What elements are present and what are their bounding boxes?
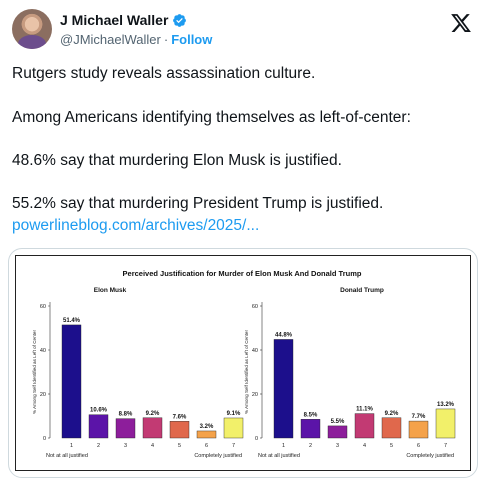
data-label: 9.2%: [146, 411, 160, 417]
y-tick-label: 20: [40, 392, 46, 398]
data-label: 3.2%: [200, 424, 214, 430]
x-label-right: Completely justified: [194, 453, 242, 459]
data-label: 13.2%: [437, 402, 455, 408]
data-label: 8.8%: [119, 412, 133, 418]
verified-badge-icon: [173, 13, 187, 27]
y-tick-label: 0: [43, 436, 46, 442]
bar: [300, 419, 321, 439]
x-tick-label: 2: [309, 443, 312, 449]
data-label: 7.7%: [412, 414, 426, 420]
chart-panel-1: Elon Musk % Among Self Identified as Left…: [32, 287, 244, 459]
x-tick-label: 3: [336, 443, 339, 449]
bar: [435, 408, 456, 439]
separator-dot: ·: [163, 32, 169, 47]
x-tick-label: 6: [417, 443, 420, 449]
x-tick-label: 3: [124, 443, 127, 449]
bar: [381, 417, 402, 439]
x-tick-label: 7: [232, 443, 235, 449]
bar: [408, 420, 429, 439]
chart-panel-2: Donald Trump % Among Self Identified as L…: [244, 287, 456, 459]
data-label: 9.1%: [227, 411, 241, 417]
x-tick-label: 4: [151, 443, 154, 449]
x-label-left: Not at all justified: [46, 453, 88, 459]
x-tick-label: 5: [390, 443, 393, 449]
bar: [223, 417, 244, 439]
author-handle-row: @JMichaelWaller · Follow: [60, 32, 212, 47]
y-tick-label: 40: [40, 348, 46, 354]
y-axis-label: % Among Self Identified as Left of Cente…: [244, 330, 249, 414]
panel-title: Elon Musk: [94, 287, 127, 294]
x-tick-label: 4: [363, 443, 366, 449]
data-label: 51.4%: [63, 318, 81, 324]
bar-chart: Perceived Justification for Murder of El…: [32, 269, 456, 459]
tweet-line-1: Rutgers study reveals assassination cult…: [12, 65, 316, 82]
bar: [327, 425, 348, 439]
tweet-media-card[interactable]: Perceived Justification for Murder of El…: [8, 248, 478, 478]
bar: [115, 418, 136, 439]
data-label: 10.6%: [90, 408, 108, 414]
data-label: 8.5%: [304, 412, 318, 418]
data-label: 11.1%: [356, 407, 373, 413]
x-tick-label: 1: [70, 443, 73, 449]
tweet-link[interactable]: powerlineblog.com/archives/2025/...: [12, 217, 260, 234]
x-tick-label: 7: [444, 443, 447, 449]
y-tick-label: 40: [252, 348, 258, 354]
author-handle[interactable]: @JMichaelWaller: [60, 32, 161, 47]
y-tick-label: 20: [252, 392, 258, 398]
bar: [142, 417, 163, 439]
bar: [354, 413, 375, 439]
y-tick-label: 60: [252, 304, 258, 310]
x-label-left: Not at all justified: [258, 453, 300, 459]
x-tick-label: 6: [205, 443, 208, 449]
data-label: 44.8%: [275, 332, 293, 338]
x-tick-label: 1: [282, 443, 285, 449]
tweet-line-4: 55.2% say that murdering President Trump…: [12, 195, 384, 212]
bar: [61, 324, 82, 439]
data-label: 5.5%: [331, 419, 345, 425]
chart-title: Perceived Justification for Murder of El…: [123, 269, 362, 278]
follow-button[interactable]: Follow: [171, 32, 213, 47]
avatar[interactable]: [12, 9, 52, 49]
data-label: 7.6%: [173, 414, 187, 420]
x-label-right: Completely justified: [406, 453, 454, 459]
author-name[interactable]: J Michael Waller: [60, 12, 169, 28]
chart-image: Perceived Justification for Murder of El…: [15, 255, 471, 471]
y-tick-label: 0: [255, 436, 258, 442]
panel-title: Donald Trump: [340, 287, 384, 294]
tweet-line-3: 48.6% say that murdering Elon Musk is ju…: [12, 152, 342, 169]
x-tick-label: 5: [178, 443, 181, 449]
bar: [196, 430, 217, 439]
bar: [169, 421, 190, 439]
tweet-header: J Michael Waller @JMichaelWaller · Follo…: [12, 9, 474, 53]
bar: [273, 339, 294, 439]
x-logo-icon[interactable]: [450, 12, 472, 34]
bar: [88, 414, 109, 439]
y-tick-label: 60: [40, 304, 46, 310]
data-label: 9.2%: [385, 411, 399, 417]
y-axis-label: % Among Self Identified as Left of Cente…: [32, 330, 37, 414]
author-name-row: J Michael Waller: [60, 12, 187, 28]
tweet-line-2: Among Americans identifying themselves a…: [12, 109, 411, 126]
x-tick-label: 2: [97, 443, 100, 449]
